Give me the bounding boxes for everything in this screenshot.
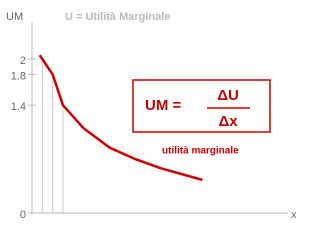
- y-tick-label: 1.8: [11, 70, 26, 82]
- x-axis-label: x: [291, 209, 297, 221]
- formula-box: [132, 79, 271, 133]
- chart: U = Utilità Marginale UM x UM = ΔU Δx ut…: [6, 11, 297, 221]
- formula-denominator: Δx: [218, 113, 238, 130]
- y-tick-label: 0: [20, 209, 26, 221]
- page: U = Utilità Marginale UM x UM = ΔU Δx ut…: [6, 10, 297, 221]
- line-series: [38, 54, 203, 182]
- y-tick-label: 1.4: [11, 101, 26, 113]
- legend-label: utilità marginale: [162, 146, 239, 157]
- formula-left: UM =: [145, 97, 181, 114]
- chart-title: U = Utilità Marginale: [65, 11, 170, 23]
- y-tick-label: 2: [20, 55, 26, 67]
- formula-numerator: ΔU: [217, 87, 239, 104]
- y-axis-label: UM: [6, 11, 23, 23]
